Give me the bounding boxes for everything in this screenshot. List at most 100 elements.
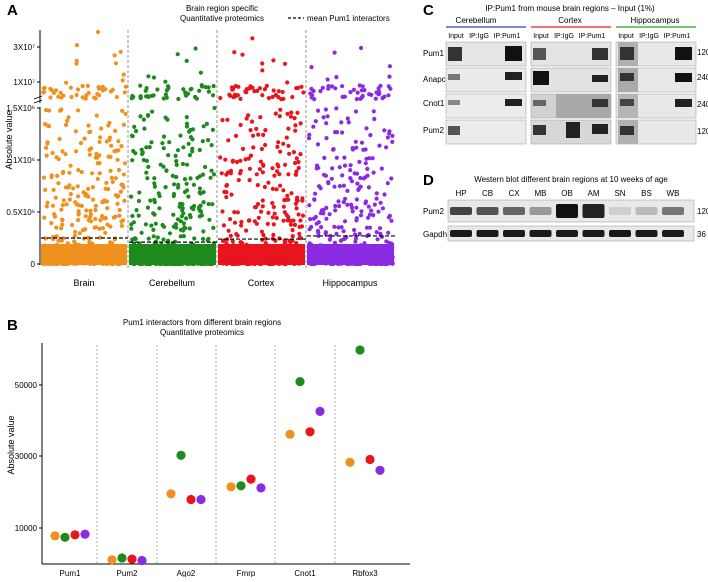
data-point — [317, 184, 322, 189]
data-point — [226, 138, 231, 143]
data-point — [182, 177, 188, 182]
data-point — [120, 108, 125, 113]
data-point — [257, 167, 262, 172]
data-point — [389, 218, 394, 223]
data-point — [157, 206, 162, 211]
data-point — [348, 168, 353, 173]
data-point — [266, 96, 271, 101]
data-point — [83, 191, 88, 197]
data-point — [206, 138, 211, 143]
data-point — [386, 93, 391, 98]
data-point — [177, 257, 182, 262]
data-point — [250, 36, 255, 41]
band — [620, 47, 634, 60]
band — [448, 74, 460, 80]
scatter-points — [41, 29, 395, 267]
data-point — [170, 173, 175, 178]
data-point — [322, 252, 327, 257]
data-point — [361, 176, 366, 181]
data-point — [97, 161, 102, 166]
data-point — [375, 237, 380, 242]
data-point — [200, 246, 205, 251]
data-point — [42, 85, 47, 90]
data-point — [270, 94, 275, 100]
data-point — [93, 203, 98, 208]
data-point — [119, 261, 124, 266]
data-point — [348, 163, 353, 168]
data-point — [226, 228, 231, 233]
data-point — [74, 261, 79, 266]
data-point — [206, 261, 211, 266]
data-point — [221, 244, 226, 249]
data-point — [86, 123, 91, 128]
data-point — [357, 83, 362, 88]
data-point — [276, 164, 281, 169]
data-point — [268, 255, 273, 260]
data-point — [237, 261, 242, 266]
data-point — [248, 153, 254, 158]
data-point — [313, 191, 318, 196]
data-point — [327, 212, 332, 217]
data-point — [118, 189, 123, 194]
data-point — [129, 194, 134, 199]
data-point — [370, 255, 375, 260]
blot-cerebellum — [445, 41, 527, 145]
data-point — [229, 85, 235, 90]
data-point — [281, 218, 286, 223]
data-point — [56, 238, 61, 243]
data-point — [354, 216, 359, 221]
data-point — [260, 250, 265, 255]
data-point — [74, 92, 79, 98]
data-point — [282, 238, 287, 243]
band — [620, 99, 634, 106]
data-point — [114, 257, 119, 262]
data-point — [293, 201, 298, 206]
panel-c: C IP:Pum1 from mouse brain regions – Inp… — [423, 2, 708, 145]
data-point — [324, 136, 329, 141]
data-point — [246, 113, 251, 118]
x-tick-label: Fmrp — [237, 569, 256, 577]
data-point — [351, 261, 356, 266]
interactor-point — [186, 494, 196, 505]
data-point — [171, 258, 176, 263]
lane-label: Input — [618, 33, 634, 40]
data-point — [146, 248, 151, 253]
data-point — [247, 166, 252, 171]
data-point — [384, 259, 389, 264]
data-point — [52, 212, 57, 217]
data-point — [98, 218, 103, 223]
panel-a: A Brain region specific Quantitative pro… — [4, 2, 395, 288]
y-tick-50000: 50000 — [15, 381, 38, 390]
data-point — [308, 245, 313, 250]
band — [582, 230, 605, 237]
data-point — [307, 241, 312, 246]
data-point — [108, 168, 113, 173]
data-point — [313, 214, 318, 220]
data-point — [159, 253, 164, 258]
data-point — [74, 258, 79, 263]
data-point — [84, 208, 89, 213]
data-point — [316, 230, 321, 235]
data-point — [368, 133, 373, 138]
data-point — [205, 238, 210, 243]
data-point — [171, 191, 177, 197]
data-point — [329, 176, 334, 181]
data-point — [121, 218, 126, 223]
data-point — [286, 260, 292, 265]
data-point — [269, 244, 274, 249]
data-point — [354, 145, 359, 150]
data-point — [353, 239, 358, 244]
data-point — [380, 206, 385, 211]
data-point — [138, 114, 143, 119]
data-point — [358, 213, 364, 218]
data-point — [324, 216, 329, 221]
data-point — [270, 186, 275, 191]
data-point — [296, 165, 301, 171]
band — [675, 73, 692, 82]
data-point — [286, 197, 291, 202]
data-point — [354, 205, 359, 210]
data-point — [83, 96, 88, 101]
data-point — [205, 250, 210, 255]
data-point — [156, 261, 161, 266]
